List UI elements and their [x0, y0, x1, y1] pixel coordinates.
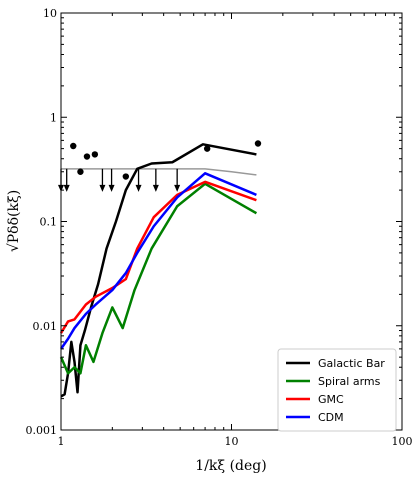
data-point — [83, 153, 91, 160]
y-tick-label: 0.01 — [33, 320, 58, 333]
upper-limit-arrow — [108, 168, 115, 192]
x-tick-label: 1 — [58, 435, 65, 448]
y-axis-label: √Pδδ(kξ) — [6, 190, 22, 252]
upper-limit-line — [61, 168, 257, 176]
y-tick-label: 0.001 — [26, 424, 58, 437]
series-line-cdm — [59, 172, 257, 350]
upper-limit-arrow — [135, 168, 142, 192]
legend-label: Galactic Bar — [318, 357, 385, 370]
x-tick-label: 10 — [225, 435, 239, 448]
legend-label: CDM — [318, 411, 344, 424]
legend: Galactic Bar Spiral arms GMC CDM — [277, 348, 397, 432]
data-point — [254, 140, 262, 147]
data-point — [70, 142, 77, 150]
axis-ticks: 1 10 100 0.001 0.01 0.1 1 10 — [26, 7, 413, 448]
y-tick-label: 1 — [50, 111, 57, 124]
legend-box — [277, 348, 397, 432]
upper-limit-arrow — [174, 168, 181, 192]
upper-limit-arrow — [63, 168, 70, 192]
data-point — [91, 151, 99, 158]
series-line-galactic-bar — [60, 143, 257, 398]
legend-label: Spiral arms — [318, 375, 381, 388]
x-axis-label: 1/kξ (deg) — [195, 458, 266, 474]
series-line-spiral-arms — [59, 182, 258, 375]
upper-limit-arrow — [152, 168, 159, 192]
data-point — [77, 168, 84, 175]
data-point — [203, 145, 211, 152]
data-point — [122, 173, 130, 180]
y-tick-label: 0.1 — [40, 216, 58, 229]
y-tick-label: 10 — [43, 7, 57, 20]
upper-limit-arrow — [99, 168, 106, 192]
legend-label: GMC — [318, 393, 344, 406]
x-tick-label: 100 — [392, 435, 413, 448]
